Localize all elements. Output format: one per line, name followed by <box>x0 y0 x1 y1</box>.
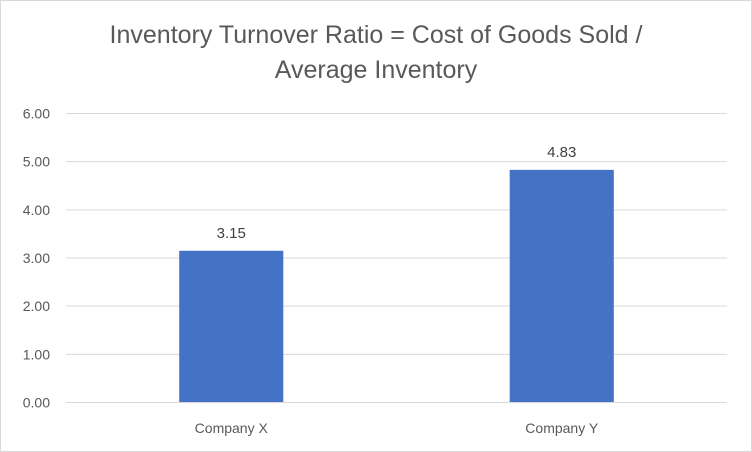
chart-title-line-1: Inventory Turnover Ratio = Cost of Goods… <box>109 21 643 49</box>
y-tick-label: 6.00 <box>23 106 50 122</box>
x-tick-label: Company X <box>195 420 269 436</box>
data-label: 3.15 <box>217 225 246 242</box>
chart-title-line-2: Average Inventory <box>274 56 478 84</box>
y-tick-label: 3.00 <box>23 250 50 266</box>
data-labels: 3.15 4.83 <box>217 144 577 242</box>
y-tick-label: 5.00 <box>23 154 50 170</box>
bar-company-y <box>509 169 614 403</box>
y-tick-label: 0.00 <box>23 395 50 411</box>
x-axis-ticks: Company X Company Y <box>195 420 599 436</box>
x-tick-label: Company Y <box>525 420 599 436</box>
y-tick-label: 4.00 <box>23 202 50 218</box>
y-tick-label: 1.00 <box>23 346 50 362</box>
y-tick-label: 2.00 <box>23 298 50 314</box>
y-axis-ticks: 0.00 1.00 2.00 3.00 4.00 5.00 6.00 <box>23 106 50 411</box>
gridlines <box>66 113 727 355</box>
bars <box>179 169 614 403</box>
data-label: 4.83 <box>547 144 576 161</box>
bar-company-x <box>179 250 284 403</box>
chart-title: Inventory Turnover Ratio = Cost of Goods… <box>0 18 752 88</box>
